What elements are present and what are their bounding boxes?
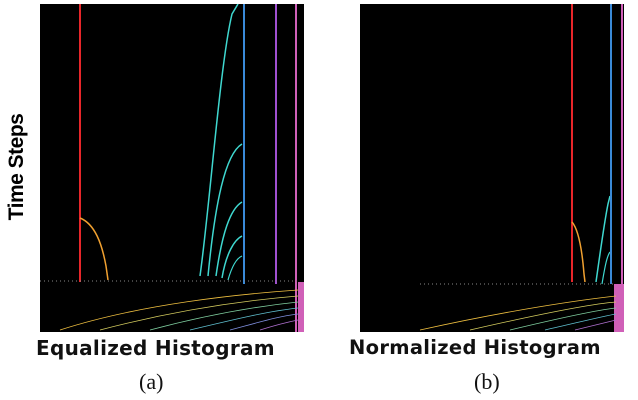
magenta-block — [298, 282, 304, 332]
equalized-histogram-image — [40, 4, 304, 332]
panel-a-label: (a) — [139, 369, 164, 394]
magenta-block — [614, 284, 624, 332]
cyan-trace-2 — [601, 251, 611, 285]
cyan-trace-4 — [221, 235, 243, 279]
panel-normalized-histogram — [360, 4, 624, 332]
normalized-histogram-image — [360, 4, 624, 332]
bottom-fan-curves — [419, 295, 617, 331]
panel-equalized-histogram — [40, 4, 304, 332]
orange-trace — [571, 221, 586, 283]
cyan-trace-5 — [227, 255, 243, 281]
panel-b-title: Normalized Histogram — [349, 336, 601, 359]
panel-b-label: (b) — [474, 369, 500, 394]
cyan-trace-3 — [215, 201, 243, 277]
panel-background — [360, 4, 624, 332]
panel-background — [40, 4, 304, 332]
cyan-trace-2 — [207, 143, 243, 277]
bottom-fan-curves — [59, 289, 299, 331]
y-axis-label: Time Steps — [5, 113, 28, 221]
orange-trace — [79, 217, 109, 281]
cyan-trace-1 — [595, 195, 611, 283]
cyan-trace-1 — [199, 4, 239, 277]
panel-a-title: Equalized Histogram — [36, 336, 275, 360]
